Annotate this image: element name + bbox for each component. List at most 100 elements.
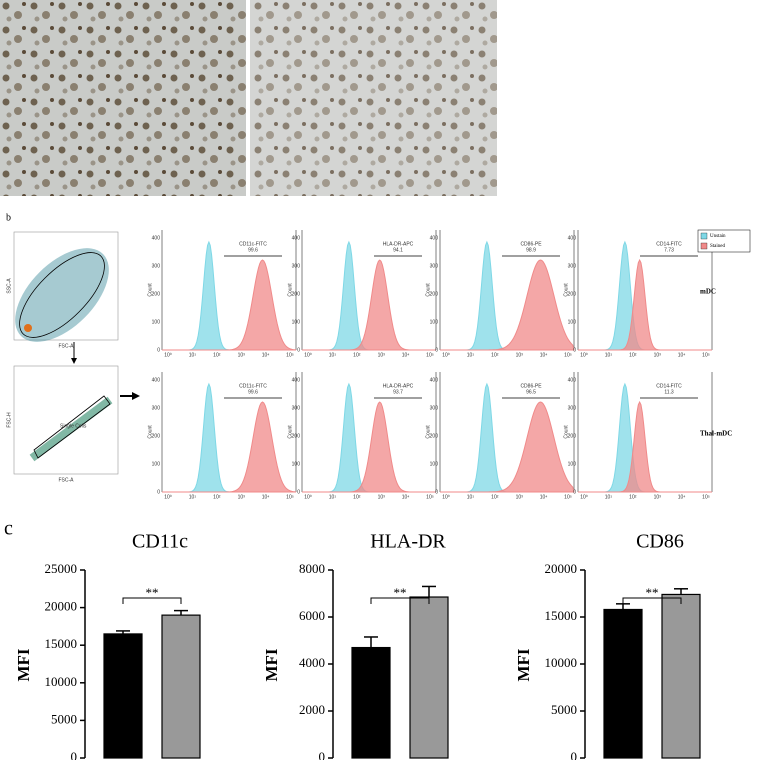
y-tick-label: 300 [430,405,439,411]
x-tick-label: 10⁰ [164,352,172,358]
y-tick-label: 0 [435,347,438,353]
y-tick-label: 100 [430,461,439,467]
micrograph [250,0,497,196]
x-tick-label: 10³ [654,352,662,358]
y-tick-label: 400 [292,377,301,383]
x-tick-label: 10² [213,494,221,500]
x-tick-label: 10⁴ [262,352,270,358]
x-tick-label: 10¹ [189,494,197,500]
x-tick-label: 10⁵ [426,494,434,500]
y-tick-label: 200 [568,291,577,297]
x-tick-label: 10⁵ [286,352,294,358]
y-tick-label: 200 [430,433,439,439]
y-tick-label: 15000 [545,608,578,623]
y-tick-label: 100 [292,319,301,325]
y-axis-label: Count [147,425,153,439]
y-tick-label: 0 [297,347,300,353]
y-tick-label: 300 [568,405,577,411]
y-tick-label: 300 [152,405,161,411]
y-tick-label: 300 [568,263,577,269]
x-tick-label: 10³ [238,352,246,358]
bar [409,596,449,759]
x-tick-label: 10⁵ [564,494,572,500]
gate-marker: HLA-DR-APC [383,383,414,389]
significance: ** [646,585,659,600]
gate-marker: CD14-FITC [656,241,682,247]
y-tick-label: 300 [292,405,301,411]
y-tick-label: 400 [568,377,577,383]
bar [603,608,643,759]
x-tick-label: 10¹ [605,494,613,500]
bar-charts: CD11cMFI0500010000150002000025000**HLA-D… [14,531,701,760]
bar [161,614,201,759]
y-axis-label: MFI [514,648,533,681]
x-tick-label: 10¹ [467,494,475,500]
legend-box [697,229,751,253]
x-tick-label: 10² [491,352,499,358]
y-tick-label: 8000 [299,561,325,576]
x-tick-label: 10⁵ [564,352,572,358]
gate-value: 94.1 [393,247,403,253]
y-tick-label: 400 [430,235,439,241]
x-tick-label: 10³ [238,494,246,500]
significance: ** [146,585,159,600]
histogram-curve [162,401,297,493]
y-axis-label: Count [147,283,153,297]
gate-value: 98.9 [526,247,536,253]
gate-marker: CD86-PE [520,383,542,389]
gate-marker: HLA-DR-APC [383,241,414,247]
x-tick-label: 10¹ [189,352,197,358]
y-tick-label: 6000 [299,608,325,623]
y-tick-label: 0 [157,489,160,495]
y-tick-label: 200 [568,433,577,439]
y-axis-label: Count [425,425,431,439]
y-tick-label: 400 [430,377,439,383]
significance-bracket [622,597,682,604]
x-tick-label: 10⁰ [580,494,588,500]
chart-title: CD86 [636,531,684,553]
gate-value: 7.73 [664,247,674,253]
x-tick-label: 10⁴ [540,352,548,358]
y-tick-label: 4000 [299,655,325,670]
x-tick-label: 10² [353,352,361,358]
y-tick-label: 100 [430,319,439,325]
gate-label: Single Cells [60,423,87,429]
significance: ** [394,585,407,600]
y-tick-label: 200 [152,291,161,297]
x-tick-label: 10³ [378,352,386,358]
row-label: mDC [700,288,716,296]
y-tick-label: 20000 [45,599,78,614]
x-tick-label: 10¹ [605,352,613,358]
chart-title: CD11c [132,531,188,553]
axis-label: FSC-H [6,412,12,428]
y-tick-label: 100 [568,461,577,467]
y-tick-label: 400 [568,235,577,241]
y-tick-label: 200 [430,291,439,297]
x-tick-label: 10² [491,494,499,500]
y-tick-label: 200 [292,433,301,439]
gate-marker: CD11c-FITC [239,241,267,247]
histogram-curve [440,401,575,493]
x-tick-label: 10⁵ [286,494,294,500]
histogram-curve [440,259,575,351]
y-axis-label: MFI [14,648,33,681]
y-tick-label: 0 [571,749,578,760]
y-axis-label: Count [287,283,293,297]
y-tick-label: 400 [292,235,301,241]
significance-bracket [122,597,182,604]
y-tick-label: 300 [430,263,439,269]
gate-marker: CD86-PE [520,241,542,247]
panel-label: b [6,212,11,223]
y-tick-label: 300 [292,263,301,269]
histogram-curve [578,400,712,493]
x-tick-label: 10³ [516,494,524,500]
y-tick-label: 0 [435,489,438,495]
y-axis-label: Count [563,283,569,297]
y-axis-label: Count [425,283,431,297]
row-label: Thal-mDC [700,430,732,438]
bar [103,633,143,759]
axis-label: SSC-A [6,278,12,294]
y-tick-label: 400 [152,235,161,241]
x-tick-label: 10⁴ [402,352,410,358]
